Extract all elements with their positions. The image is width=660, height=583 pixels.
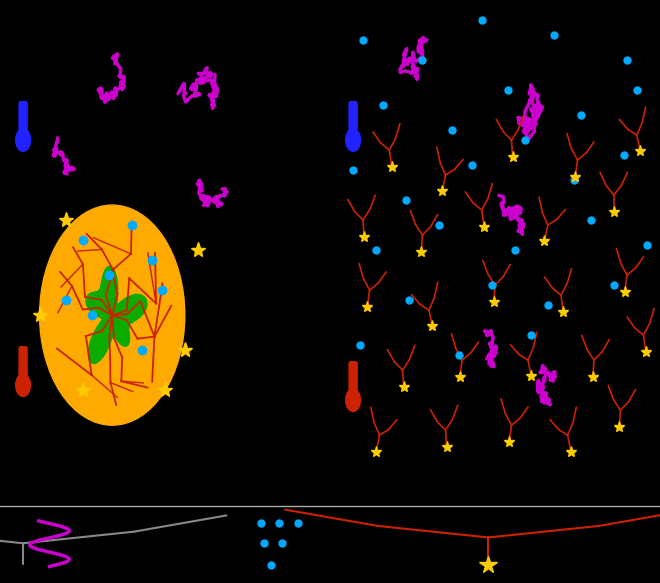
Circle shape (346, 129, 360, 152)
Polygon shape (86, 266, 147, 363)
Circle shape (16, 129, 30, 152)
Text: antigènes: antigènes (310, 538, 366, 549)
Circle shape (16, 374, 30, 396)
FancyBboxPatch shape (349, 361, 357, 396)
Text: anticorps 1 et PNIPAM: anticorps 1 et PNIPAM (79, 538, 201, 548)
FancyBboxPatch shape (349, 101, 357, 136)
Text: anticorps 2 et fluorophore: anticorps 2 et fluorophore (525, 538, 660, 548)
Circle shape (40, 205, 185, 425)
FancyBboxPatch shape (19, 101, 27, 136)
FancyBboxPatch shape (19, 347, 27, 381)
Circle shape (346, 389, 360, 412)
